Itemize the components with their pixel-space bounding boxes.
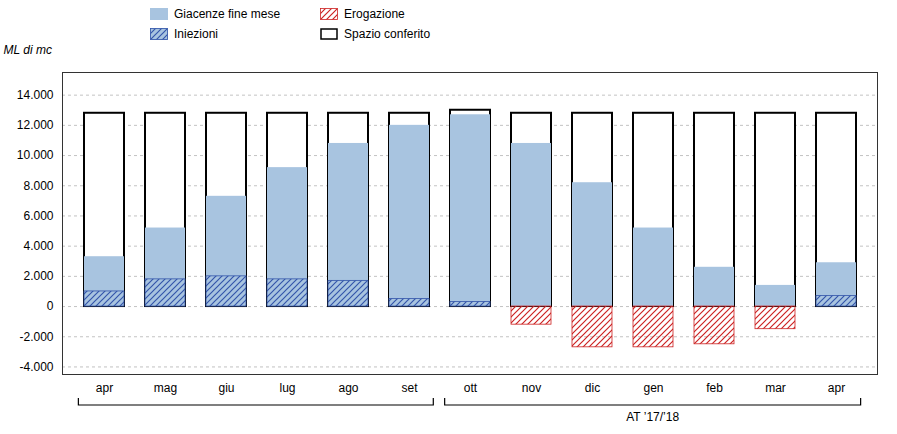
html-text:Iniezioni: Iniezioni [174,27,218,41]
svg-text:ago: ago [338,381,358,395]
svg-text:giu: giu [218,381,234,395]
svg-text:lug: lug [279,381,295,395]
html-text:Spazio conferito: Spazio conferito [344,27,431,41]
svg-text:gen: gen [643,381,663,395]
svg-text:apr: apr [96,381,113,395]
svg-text:12.000: 12.000 [17,118,54,132]
html-text:Giacenze fine mese: Giacenze fine mese [174,7,281,21]
svg-text:ott: ott [464,381,478,395]
svg-text:-2.000: -2.000 [19,330,53,344]
html-text:Erogazione: Erogazione [344,7,405,21]
svg-text:mar: mar [765,381,786,395]
svg-text:nov: nov [522,381,541,395]
svg-text:-4.000: -4.000 [19,360,53,374]
svg-text:8.000: 8.000 [23,179,53,193]
svg-text:ML di mc: ML di mc [4,43,52,57]
svg-text:2.000: 2.000 [23,269,53,283]
svg-text:6.000: 6.000 [23,209,53,223]
svg-text:14.000: 14.000 [17,88,54,102]
svg-text:mag: mag [154,381,177,395]
svg-text:10.000: 10.000 [17,148,54,162]
svg-text:set: set [401,381,418,395]
svg-text:feb: feb [706,381,723,395]
svg-text:4.000: 4.000 [23,239,53,253]
svg-text:dic: dic [585,381,600,395]
svg-text:0: 0 [47,299,54,313]
svg-text:apr: apr [828,381,845,395]
svg-text:AT ’17/’18: AT ’17/’18 [626,410,679,424]
